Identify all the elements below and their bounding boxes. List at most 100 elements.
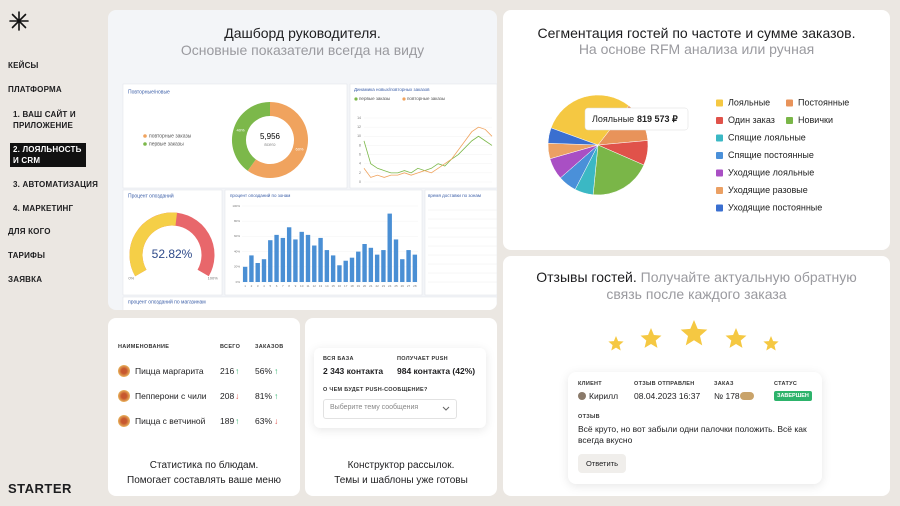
x-tick-label: 27 <box>407 284 411 288</box>
bar <box>299 231 304 282</box>
subtitle: Основные показатели всегда на виду <box>180 42 425 58</box>
bar <box>280 237 286 282</box>
menu-item[interactable]: 3. АВТОМАТИЗАЦИЯ <box>13 180 99 189</box>
reviews-card: Отзывы гостей. Получайте актуальную обра… <box>503 256 890 496</box>
y-tick-label: 6 <box>359 152 361 156</box>
donut-label: 60% <box>295 147 303 152</box>
bar <box>305 234 311 282</box>
y-tick-label: 12 <box>357 125 361 129</box>
caption: Статистика по блюдам. <box>149 460 259 471</box>
total: 208 <box>220 391 235 401</box>
x-tick-label: 18 <box>350 284 354 288</box>
tooltip-name: Лояльные <box>592 114 634 124</box>
menu-item[interactable]: ТАРИФЫ <box>8 251 46 260</box>
x-tick-label: 5 <box>269 284 271 288</box>
menu-item[interactable]: ЗАЯВКА <box>8 275 43 284</box>
menu-item[interactable]: 1. ВАШ САЙТ И ПРИЛОЖЕНИЕ <box>13 110 76 130</box>
total: 216 <box>220 366 235 376</box>
panel-title: Повторные/новые <box>128 89 170 95</box>
x-tick-label: 16 <box>338 284 342 288</box>
x-tick-label: 6 <box>276 284 278 288</box>
menu-item[interactable]: ПЛАТФОРМА <box>8 85 62 94</box>
y-tick-label: 14 <box>357 116 361 120</box>
x-tick-label: 28 <box>413 284 417 288</box>
legend-swatch <box>716 99 723 107</box>
panel-title: Процент опозданий <box>128 192 174 199</box>
order: № 178 <box>714 391 740 401</box>
bar <box>393 239 399 282</box>
tooltip <box>584 107 689 131</box>
y-tick-label: 0 <box>359 180 361 184</box>
push-form: ВСЯ БАЗА 2 343 контакта ПОЛУЧАЕТ PUSH 984 к… <box>314 348 486 428</box>
caption: Темы и шаблоны уже готовы <box>334 475 468 486</box>
bar <box>312 245 317 282</box>
field-value: 2 343 контакта <box>323 366 384 376</box>
menu-item[interactable]: 4. МАРКЕТИНГ <box>13 204 74 213</box>
status-badge: ЗАВЕРШЕН <box>774 391 812 401</box>
chart <box>608 320 779 351</box>
legend-label: Уходящие разовые <box>728 185 808 195</box>
legend-dot <box>143 142 147 146</box>
gauge-tick-label: 0% <box>128 276 134 281</box>
donut-label: 40% <box>237 127 245 132</box>
y-tick-label: 40% <box>234 249 240 253</box>
bar <box>261 259 267 282</box>
bar <box>387 213 392 282</box>
field-value: 984 контакта (42%) <box>397 366 476 376</box>
bar <box>356 251 361 282</box>
topic-select[interactable]: Выберите тему сообщения <box>323 399 457 419</box>
trend: ↓ <box>235 391 240 401</box>
x-tick-label: 7 <box>282 284 284 288</box>
reply-button[interactable]: Ответить <box>578 454 626 473</box>
menu-item[interactable]: КЕЙСЫ <box>8 61 39 70</box>
y-tick-label: 100% <box>232 204 240 208</box>
panel <box>122 296 497 310</box>
subtitle: На основе RFM анализа или ручная <box>578 41 815 57</box>
x-tick-label: 19 <box>357 284 361 288</box>
bar <box>400 259 405 282</box>
field-label: ОТЗЫВ <box>578 414 600 420</box>
legend-label: Уходящие лояльные <box>728 167 814 177</box>
legend-dot <box>143 134 147 138</box>
panel-title: процент опозданий по зонам <box>230 192 290 198</box>
dish-name: Пепперони с чили <box>135 391 207 401</box>
star <box>680 320 708 346</box>
line <box>363 135 493 174</box>
x-tick-label: 15 <box>331 284 335 288</box>
line <box>363 126 493 178</box>
field-label: ЗАКАЗ <box>714 381 734 387</box>
donut-total-label: всего <box>264 142 276 147</box>
legend-label: Новички <box>798 115 833 125</box>
total: 189 <box>220 416 235 426</box>
x-tick-label: 17 <box>344 284 348 288</box>
y-tick-label: 4 <box>359 162 361 166</box>
menu-item[interactable]: ДЛЯ КОГО <box>8 227 51 236</box>
x-tick-label: 12 <box>313 284 317 288</box>
donut-total: 5,956 <box>260 132 281 141</box>
legend-dot <box>354 97 358 101</box>
legend-label: Постоянные <box>798 97 849 107</box>
chart: Лояльные Постоянные Один заказ Новички Спящи… <box>547 94 849 212</box>
client: Кирилл <box>589 391 619 401</box>
subtitle: Получайте актуальную обратную связь посл… <box>606 269 857 302</box>
menu-item[interactable]: 2. ЛОЯЛЬНОСТЬ И CRM <box>10 143 86 167</box>
bar <box>324 250 330 282</box>
x-tick-label: 2 <box>251 284 253 288</box>
dish-icon <box>118 415 130 427</box>
x-tick-label: 1 <box>244 284 246 288</box>
legend-swatch <box>716 169 723 177</box>
panel-title: Динамика новых/повторных заказов <box>354 87 430 92</box>
y-tick-label: 8 <box>359 143 361 147</box>
dish-icon <box>118 365 130 377</box>
avatar <box>578 392 586 400</box>
field-label: КЛИЕНТ <box>578 381 602 387</box>
trend: ↑ <box>274 391 279 401</box>
bar <box>381 250 386 282</box>
y-tick-label: 10 <box>357 134 361 138</box>
trend: ↓ <box>274 416 279 426</box>
title: Отзывы гостей. <box>536 269 637 285</box>
legend-swatch <box>716 187 723 194</box>
dish-icon <box>118 390 130 402</box>
field-label: ОТЗЫВ ОТПРАВЛЕН <box>634 381 695 387</box>
legend-swatch <box>716 134 723 142</box>
